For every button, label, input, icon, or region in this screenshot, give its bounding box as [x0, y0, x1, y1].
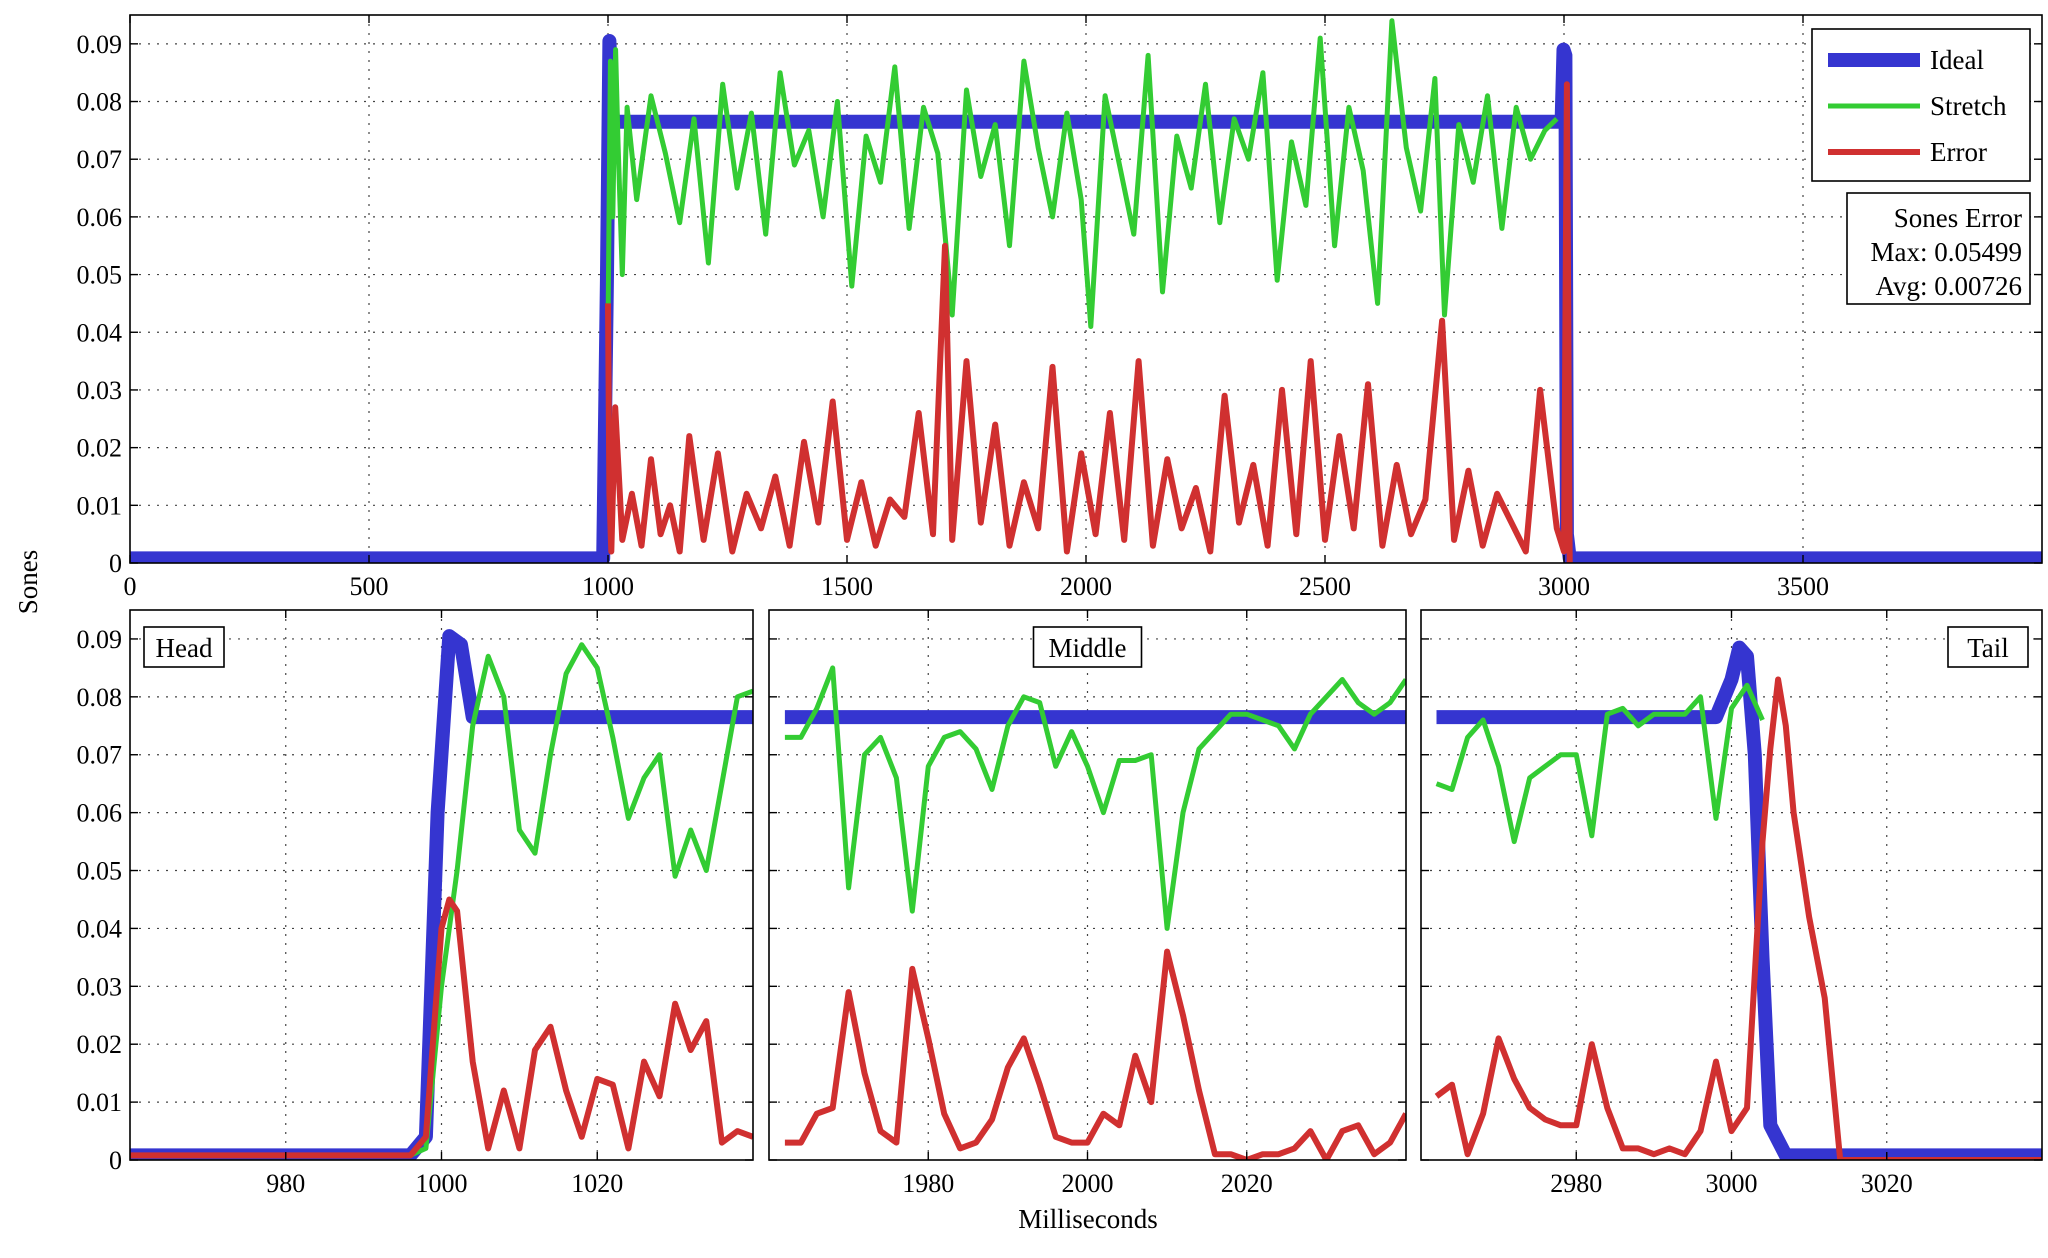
- stats-max: Max: 0.05499: [1871, 237, 2023, 267]
- y-tick-label: 0.03: [77, 972, 123, 1001]
- panel-title: Tail: [1967, 633, 2009, 663]
- series-stretch: [130, 642, 753, 1158]
- series-stretch: [1435, 682, 1765, 845]
- y-tick-label: 0.05: [77, 857, 123, 886]
- y-tick-label: 0.08: [77, 88, 123, 117]
- x-tick-label: 2020: [1221, 1169, 1273, 1198]
- y-tick-label: 0.08: [77, 683, 123, 712]
- y-tick-label: 0.06: [77, 203, 123, 232]
- y-tick-label: 0.05: [77, 261, 123, 290]
- series-error: [1434, 676, 2042, 1160]
- legend-label-stretch: Stretch: [1930, 91, 2007, 121]
- stats-avg: Avg: 0.00726: [1876, 271, 2023, 301]
- y-tick-label: 0.07: [77, 145, 123, 174]
- x-tick-label: 500: [350, 572, 389, 601]
- legend-label-ideal: Ideal: [1930, 45, 1984, 75]
- y-tick-label: 0.09: [77, 625, 123, 654]
- panel-title-box: [1947, 626, 2029, 668]
- x-tick-label: 3000: [1538, 572, 1590, 601]
- series-ideal: [130, 629, 753, 1160]
- x-tick-label: 1000: [582, 572, 634, 601]
- series-error: [605, 81, 1573, 563]
- y-axis-label: Sones: [13, 550, 43, 615]
- series-stretch: [605, 18, 1559, 333]
- series-group: [130, 18, 2042, 563]
- panel-middle: 1980 2000 2020 Middle: [768, 609, 1407, 1198]
- panel-head: 980 1000 1020 0 0.01 0.02 0.03 0.04 0.05 0.06 0.07…: [77, 609, 754, 1198]
- y-tick-label: 0: [109, 549, 122, 578]
- y-tick-label: 0: [109, 1146, 122, 1175]
- x-tick-label: 0: [124, 572, 137, 601]
- stats-box: Sones Error Max: 0.05499 Avg: 0.00726: [1846, 192, 2031, 305]
- y-tick-label: 0.02: [77, 434, 123, 463]
- y-tick-label: 0.07: [77, 741, 123, 770]
- y-tick-label: 0.09: [77, 30, 123, 59]
- panel-title: Middle: [1049, 633, 1127, 663]
- series-group: [784, 665, 1406, 1160]
- legend-label-error: Error: [1930, 137, 1987, 167]
- stats-frame: [1846, 192, 2031, 305]
- y-tick-label: 0.01: [77, 1088, 123, 1117]
- panel-overview: 0 500 1000 1500 2000 2500 3000 3500 0 0.01 0.02 0.0…: [77, 14, 2043, 601]
- y-tick-label: 0.03: [77, 376, 123, 405]
- series-group: [1434, 640, 2042, 1160]
- series-error: [784, 948, 1406, 1160]
- series-error: [130, 896, 753, 1159]
- x-tick-label: 1020: [571, 1169, 623, 1198]
- x-tick-label: 3500: [1777, 572, 1829, 601]
- panel-title: Head: [156, 633, 213, 663]
- panel-title-box: [143, 626, 225, 668]
- panel-title-box: [1032, 626, 1143, 668]
- x-tick-label: 3020: [1861, 1169, 1913, 1198]
- y-tick-label: 0.04: [77, 914, 123, 943]
- y-tick-label: 0.04: [77, 318, 123, 347]
- y-tick-label: 0.01: [77, 491, 123, 520]
- stats-title: Sones Error: [1894, 203, 2022, 233]
- x-tick-label: 2980: [1550, 1169, 1602, 1198]
- legend: Ideal Stretch Error: [1811, 28, 2031, 182]
- x-tick-label: 2000: [1062, 1169, 1114, 1198]
- panel-tail: 2980 3000 3020 Tail: [1420, 609, 2043, 1198]
- x-tick-label: 1000: [416, 1169, 468, 1198]
- x-tick-label: 1500: [821, 572, 873, 601]
- y-tick-label: 0.02: [77, 1030, 123, 1059]
- series-ideal: [1436, 640, 2042, 1160]
- x-tick-label: 3000: [1706, 1169, 1758, 1198]
- x-axis-label: Milliseconds: [1018, 1204, 1158, 1234]
- x-tick-label: 1980: [902, 1169, 954, 1198]
- y-tick-label: 0.06: [77, 799, 123, 828]
- series-group: [130, 629, 753, 1160]
- x-tick-label: 2000: [1060, 572, 1112, 601]
- x-tick-label: 2500: [1299, 572, 1351, 601]
- series-stretch: [784, 665, 1406, 931]
- x-tick-label: 980: [266, 1169, 305, 1198]
